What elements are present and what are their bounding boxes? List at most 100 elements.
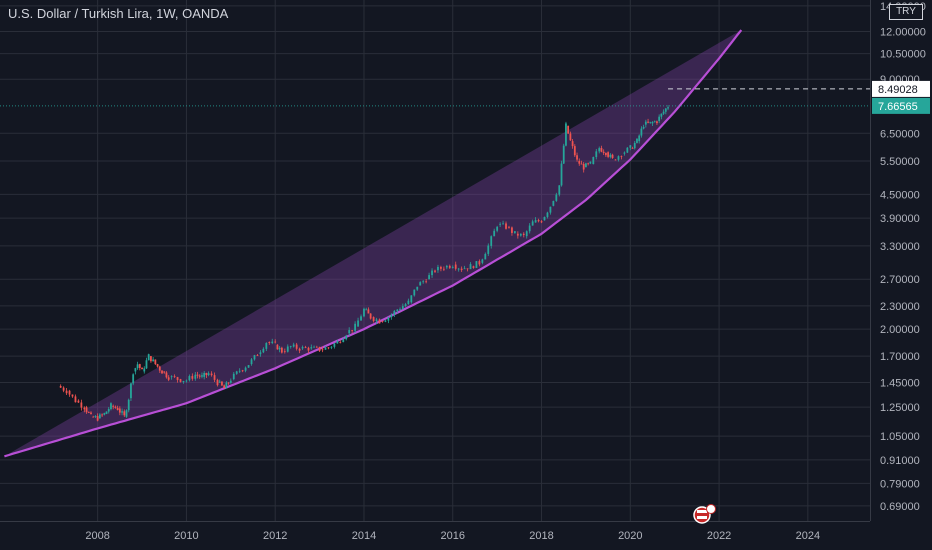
last-price-tag: 7.66565	[872, 97, 930, 114]
candle-body	[132, 374, 135, 384]
candle-body	[662, 111, 665, 114]
candle-body	[138, 364, 141, 368]
candle-body	[244, 367, 247, 371]
candle-body	[369, 313, 372, 319]
candle-body	[633, 142, 636, 149]
candle-body	[256, 355, 259, 356]
candle-body	[525, 231, 528, 237]
candle-body	[460, 268, 463, 271]
candle-body	[304, 347, 307, 348]
candle-body	[466, 268, 469, 270]
candle-body	[407, 300, 410, 305]
candle-body	[250, 359, 253, 365]
candle-body	[416, 286, 419, 290]
candle-body	[431, 270, 433, 276]
flag-stripe	[697, 510, 707, 513]
time-tick-label: 2018	[529, 530, 553, 542]
candle-body	[644, 121, 647, 125]
candle-body	[546, 212, 549, 217]
candle-body	[598, 148, 601, 152]
candle-body	[487, 245, 490, 254]
candle-body	[478, 261, 481, 265]
candle-body	[562, 145, 565, 164]
price-tick-label: 3.90000	[880, 213, 920, 225]
candle-body	[576, 155, 578, 160]
candle-body	[342, 339, 345, 343]
candle-body	[90, 412, 92, 414]
candle-body	[191, 376, 194, 379]
candle-body	[499, 223, 502, 225]
candle-body	[80, 402, 83, 408]
target-price-tag-box	[872, 80, 930, 97]
currency-tag[interactable]: TRY	[889, 4, 923, 20]
candle-body	[472, 266, 475, 268]
candle-body	[519, 233, 522, 236]
candle-body	[451, 266, 454, 268]
candle-body	[101, 414, 103, 416]
candle-body	[130, 383, 132, 399]
candle-body	[182, 381, 185, 382]
candle-body	[324, 347, 327, 350]
candle-body	[283, 351, 286, 353]
price-tick-label: 1.70000	[880, 351, 920, 363]
candle-body	[516, 233, 519, 236]
candle-body	[490, 236, 493, 246]
grid-lines	[0, 0, 870, 521]
candle-body	[534, 220, 537, 223]
candle-body	[179, 379, 182, 382]
candle-body	[298, 348, 301, 351]
candle-body	[85, 407, 88, 413]
candle-body	[274, 341, 277, 343]
candle-body	[107, 409, 110, 412]
price-tick-label: 0.69000	[880, 501, 920, 513]
price-tick-label: 1.45000	[880, 378, 920, 390]
candle-body	[571, 141, 574, 147]
price-tick-label: 2.00000	[880, 324, 920, 336]
candle-body	[278, 347, 281, 350]
candle-body	[307, 347, 310, 351]
candle-body	[360, 316, 362, 321]
support-curve	[4, 29, 743, 458]
candle-body	[569, 133, 572, 141]
candle-body	[513, 231, 516, 233]
candle-body	[638, 135, 641, 142]
candle-body	[552, 200, 555, 206]
candle-body	[327, 347, 330, 349]
candle-body	[649, 121, 652, 123]
time-tick-label: 2010	[174, 530, 198, 542]
price-tick-label: 1.05000	[880, 431, 920, 443]
candle-body	[367, 309, 370, 314]
candle-body	[268, 342, 271, 343]
candle-body	[121, 411, 123, 413]
candle-body	[77, 400, 80, 403]
candle-body	[428, 275, 430, 280]
candle-body	[185, 380, 188, 382]
candle-body	[393, 311, 396, 315]
candle-body	[125, 410, 128, 417]
us-flag-event-icon[interactable]	[693, 504, 716, 524]
candle-body	[623, 152, 626, 154]
candle-body	[265, 342, 268, 349]
candle-body	[276, 344, 279, 350]
candle-body	[188, 376, 191, 381]
candle-body	[194, 374, 197, 379]
candle-body	[87, 412, 90, 413]
candle-body	[136, 364, 139, 369]
candle-body	[607, 152, 610, 157]
candle-body	[173, 376, 176, 378]
candle-body	[656, 121, 658, 124]
candle-body	[238, 370, 241, 372]
candle-body	[578, 161, 581, 164]
candle-body	[94, 416, 97, 417]
candle-body	[442, 268, 445, 270]
candles	[59, 105, 669, 422]
candle-body	[640, 128, 643, 136]
candle-body	[345, 335, 348, 340]
candle-body	[602, 151, 605, 153]
candle-body	[543, 216, 546, 221]
candle-body	[390, 314, 393, 318]
last-price-tag-box	[872, 97, 930, 114]
candle-body	[493, 230, 496, 237]
candle-body	[354, 323, 357, 331]
